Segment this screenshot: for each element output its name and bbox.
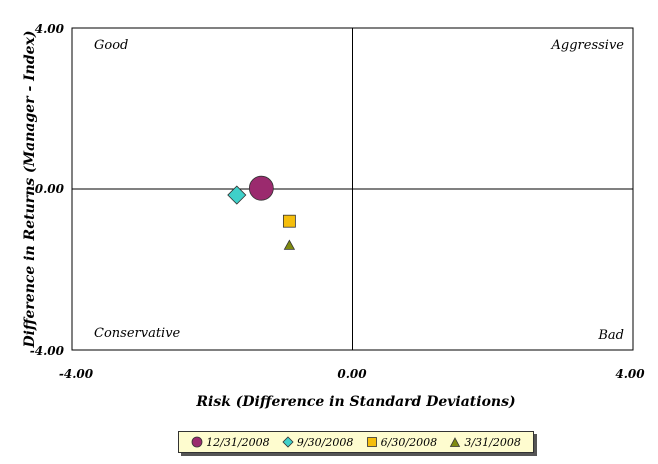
legend-label: 12/31/2008 (206, 435, 270, 449)
circle-marker-icon (191, 436, 203, 448)
legend-label: 9/30/2008 (296, 435, 354, 449)
data-point-triangle (283, 239, 296, 250)
triangle-marker-icon (450, 437, 461, 447)
x-tick-label-left: -4.00 (59, 367, 94, 381)
legend: 12/31/2008 9/30/2008 6/30/2008 3/31/2008 (178, 431, 534, 453)
quadrant-label-aggressive: Aggressive (551, 38, 625, 53)
legend-item-12-31-2008: 12/31/2008 (191, 435, 270, 449)
data-points (227, 175, 296, 250)
data-point-diamond (227, 185, 247, 205)
square-marker-icon (366, 437, 377, 447)
y-tick-label-zero: 0.00 (35, 182, 65, 196)
legend-item-6-30-2008: 6/30/2008 (366, 436, 437, 449)
quadrant-label-good: Good (94, 38, 128, 53)
y-tick-label-top: 4.00 (35, 22, 65, 36)
quadrant-label-bad: Bad (597, 328, 624, 343)
x-tick-label-zero: 0.00 (337, 367, 367, 381)
x-tick-label-right: 4.00 (615, 367, 645, 381)
data-point-square (282, 214, 296, 228)
data-point-circle (248, 175, 274, 201)
legend-item-3-31-2008: 3/31/2008 (449, 435, 521, 449)
legend-label: 6/30/2008 (380, 435, 438, 449)
y-axis-title: Difference in Returns (Manager - Index) (22, 30, 38, 348)
legend-item-9-30-2008: 9/30/2008 (282, 436, 353, 449)
legend-label: 3/31/2008 (464, 435, 521, 449)
diamond-marker-icon (282, 436, 294, 448)
y-tick-label-bottom: -4.00 (30, 344, 65, 358)
quadrant-label-conservative: Conservative (94, 326, 181, 341)
x-axis-title: Risk (Difference in Standard Deviations) (195, 394, 515, 410)
